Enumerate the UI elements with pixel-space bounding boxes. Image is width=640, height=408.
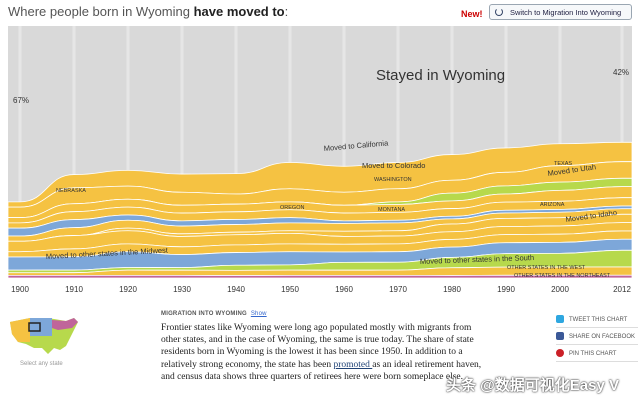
label-northeast: OTHER STATES IN THE NORTHEAST (514, 273, 611, 279)
us-state-selector-map[interactable] (8, 312, 80, 358)
label-washington: WASHINGTON (374, 177, 412, 183)
x-tick-1950: 1950 (281, 285, 299, 294)
promoted-link[interactable]: promoted (333, 359, 373, 370)
x-tick-1930: 1930 (173, 285, 191, 294)
label-nebraska: NEBRASKA (56, 188, 86, 194)
label-south: Moved to other states in the South (420, 253, 534, 266)
label-arizona: ARIZONA (540, 202, 565, 208)
stayed-label: Stayed in Wyoming (376, 67, 505, 84)
article-kicker: MIGRATION INTO WYOMING Show (161, 311, 267, 317)
midwest-region (30, 318, 52, 336)
stayed-end-pct: 42% (613, 68, 629, 77)
x-tick-1970: 1970 (389, 285, 407, 294)
label-oregon: OREGON (280, 205, 304, 211)
x-tick-1910: 1910 (65, 285, 83, 294)
twitter-icon (556, 315, 564, 324)
chart-title: Where people born in Wyoming have moved … (8, 4, 289, 19)
stream-other-states-in-the-northeast[interactable] (8, 274, 632, 279)
switch-label: Switch to Migration Into Wyoming (510, 8, 622, 17)
x-tick-1920: 1920 (119, 285, 137, 294)
show-link[interactable]: Show (250, 311, 267, 317)
refresh-icon (495, 8, 503, 16)
article-paragraph: Frontier states like Wyoming were long a… (161, 323, 482, 382)
watermark: 头条 @数据可视化Easy V (446, 377, 619, 394)
x-tick-1990: 1990 (497, 285, 515, 294)
label-texas: TEXAS (554, 161, 572, 167)
wyoming-state[interactable] (28, 322, 41, 332)
x-tick-2000: 2000 (551, 285, 569, 294)
migration-flow-chart[interactable]: Stayed in Wyoming 67% 42% Moved to Calif… (8, 26, 632, 296)
x-tick-1980: 1980 (443, 285, 461, 294)
northeast-region (52, 318, 78, 330)
switch-direction-button[interactable]: Switch to Migration Into Wyoming (489, 4, 632, 20)
new-badge: New! (461, 9, 483, 19)
facebook-share-button[interactable]: SHARE ON FACEBOOK (556, 330, 638, 345)
facebook-icon (556, 332, 564, 341)
select-state-label: Select any state (20, 361, 63, 367)
x-axis: 1900 1910 1920 1930 1940 1950 1960 1970 1980 1990… (11, 285, 631, 294)
tweet-button[interactable]: TWEET THIS CHART (556, 313, 638, 328)
x-tick-1960: 1960 (335, 285, 353, 294)
stayed-start-pct: 67% (13, 96, 29, 105)
label-west: OTHER STATES IN THE WEST (507, 265, 586, 271)
x-tick-2012: 2012 (613, 285, 631, 294)
west-region (10, 318, 30, 342)
label-montana: MONTANA (378, 207, 405, 213)
x-tick-1940: 1940 (227, 285, 245, 294)
flow-streams (8, 141, 632, 279)
pinterest-icon (556, 349, 564, 358)
pin-button[interactable]: PIN THIS CHART (556, 347, 638, 362)
label-colorado: Moved to Colorado (362, 161, 425, 170)
x-tick-1900: 1900 (11, 285, 29, 294)
